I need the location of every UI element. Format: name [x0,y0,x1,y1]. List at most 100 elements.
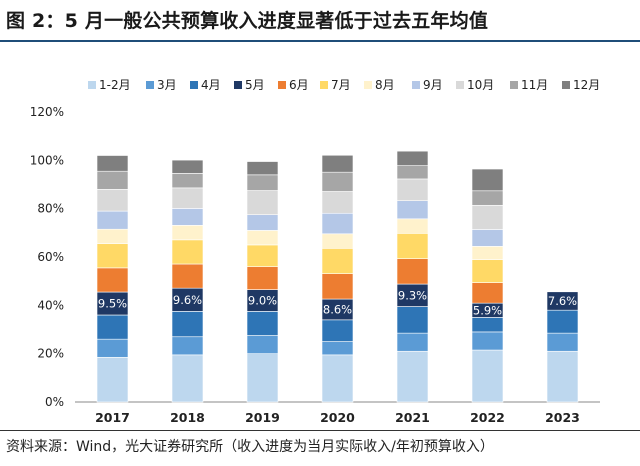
bar-2017-10月 [96,189,129,212]
title-divider [0,40,640,42]
legend-label-2: 4月 [201,78,221,92]
bar-2020-4月 [321,319,354,342]
legend-label-3: 5月 [245,78,265,92]
data-label-2022: 5.9% [473,303,502,317]
legend-label-1: 3月 [157,78,177,92]
bar-2020-12月 [321,154,354,173]
legend-swatch-3 [234,81,242,89]
bar-2022-3月 [471,331,504,351]
bar-2021-8月 [396,218,429,234]
bar-2019-1-2月 [246,353,279,403]
bar-2021-6月 [396,258,429,285]
bar-2022-8月 [471,246,504,260]
chart-title: 图 2：5 月一般公共预算收入进度显著低于过去五年均值 [6,10,489,32]
footer-divider [0,430,640,431]
bar-2021-7月 [396,233,429,259]
legend-swatch-2 [190,81,198,89]
chart-legend: 1-2月 3月 4月 5月 6月 7月 8月 9月 10月 11月 12月 [88,78,600,92]
bar-2020-8月 [321,233,354,249]
bar-2019-10月 [246,190,279,216]
legend-swatch-1 [146,81,154,89]
bar-2023-1-2月 [546,350,579,403]
bar-2019-9月 [246,214,279,231]
legend-swatch-4 [278,81,286,89]
bar-2020-1-2月 [321,354,354,403]
bar-2018-1-2月 [171,354,204,403]
legend-label-8: 10月 [467,78,494,92]
bar-2021-9月 [396,200,429,220]
bar-2019-11月 [246,174,279,191]
x-tick-label-2022: 2022 [470,410,505,425]
bar-2017-1-2月 [96,356,129,403]
bar-2022-7月 [471,259,504,283]
x-tick-label-2021: 2021 [395,410,430,425]
x-tick-label-2018: 2018 [170,410,205,425]
x-axis: 2017 2018 2019 2020 2021 2022 2023 [95,410,580,425]
x-tick-label-2017: 2017 [95,410,130,425]
bar-2020-3月 [321,341,354,356]
bar-2019-3月 [246,335,279,354]
legend-label-10: 12月 [573,78,600,92]
x-tick-label-2020: 2020 [320,410,355,425]
bar-2021-11月 [396,165,429,180]
bar-2017-4月 [96,314,129,340]
bar-2018-9月 [171,208,204,226]
bar-2017-12月 [96,155,129,172]
bar-2019-6月 [246,266,279,290]
y-tick-label-3: 60% [37,250,64,264]
bar-2023-5月 [546,291,579,311]
bar-2021-4月 [396,306,429,334]
y-tick-label-0: 0% [45,395,64,409]
y-tick-label-1: 20% [37,347,64,361]
bar-2018-6月 [171,263,204,289]
bar-2022-9月 [471,229,504,247]
legend-label-4: 6月 [289,78,309,92]
bar-2019-4月 [246,311,279,336]
bar-2022-12月 [471,168,504,192]
bar-2022-6月 [471,282,504,304]
legend-label-6: 8月 [375,78,395,92]
legend-label-7: 9月 [423,78,443,92]
bar-2018-11月 [171,173,204,189]
bar-2022-1-2月 [471,349,504,403]
data-label-2023: 7.6% [548,294,577,308]
bar-2020-10月 [321,191,354,214]
bar-2021-10月 [396,178,429,201]
data-label-2020: 8.6% [323,302,352,316]
bar-2017-9月 [96,210,129,230]
bar-2022-11月 [471,190,504,206]
legend-swatch-6 [364,81,372,89]
bar-2022-4月 [471,317,504,333]
legend-swatch-10 [562,81,570,89]
y-tick-label-5: 100% [30,153,64,167]
legend-swatch-9 [510,81,518,89]
y-tick-label-4: 80% [37,202,64,216]
legend-label-5: 7月 [331,78,351,92]
legend-label-0: 1-2月 [99,78,131,92]
bars-group: 9.5% 9.6% 9.0% 8.6% 9.3% 5.9% 7.6% [96,150,579,403]
bar-2019-7月 [246,244,279,267]
stacked-bar-chart: 1-2月 3月 4月 5月 6月 7月 8月 9月 10月 11月 12月 0% 20% 40% 60% 8… [30,78,601,425]
bar-2021-3月 [396,332,429,352]
bar-2020-9月 [321,212,354,235]
source-note: 资料来源：Wind，光大证券研究所（收入进度为当月实际收入/年初预算收入） [6,439,494,455]
legend-swatch-0 [88,81,96,89]
bar-2020-11月 [321,171,354,192]
bar-2023-3月 [546,332,579,352]
data-label-2017: 9.5% [98,297,127,311]
legend-swatch-8 [456,81,464,89]
bar-2022-10月 [471,204,504,230]
bar-2017-8月 [96,228,129,245]
bar-2018-8月 [171,225,204,241]
y-tick-label-6: 120% [30,105,64,119]
data-label-2018: 9.6% [173,293,202,307]
bar-2021-12月 [396,150,429,166]
bar-2023-4月 [546,309,579,334]
bar-2017-7月 [96,243,129,269]
bar-2018-4月 [171,311,204,338]
bar-2019-8月 [246,230,279,246]
bar-2020-7月 [321,248,354,274]
data-label-2019: 9.0% [248,294,277,308]
legend-swatch-7 [412,81,420,89]
bar-2018-10月 [171,187,204,209]
